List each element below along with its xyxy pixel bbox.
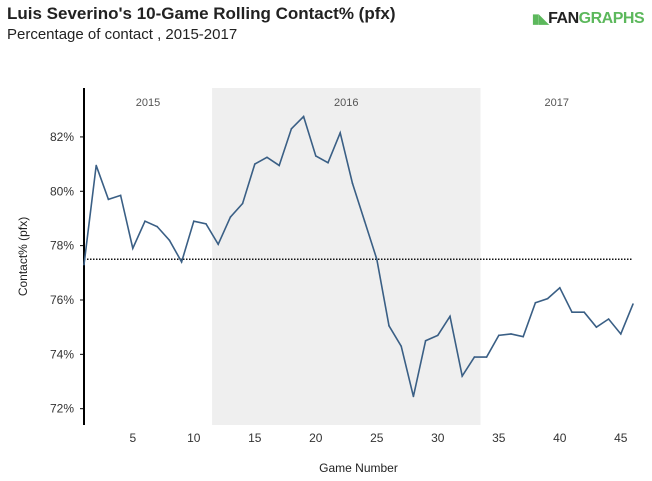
- data-point: [278, 164, 281, 167]
- data-point: [144, 220, 146, 222]
- data-point: [620, 333, 622, 335]
- x-tick-label: 25: [370, 431, 384, 445]
- data-point: [351, 182, 354, 184]
- x-tick-label: 20: [309, 431, 323, 445]
- data-point: [559, 286, 561, 289]
- y-axis-label: Contact% (pfx): [16, 217, 30, 296]
- x-tick-label: 45: [614, 431, 628, 445]
- x-tick-label: 10: [187, 431, 201, 445]
- data-point: [363, 220, 366, 222]
- data-point: [290, 127, 293, 130]
- data-point: [156, 225, 158, 228]
- data-point: [607, 318, 610, 320]
- data-point: [595, 326, 598, 328]
- y-tick-label: 80%: [50, 184, 74, 198]
- data-point: [449, 315, 451, 318]
- data-point: [400, 345, 403, 347]
- data-point: [205, 223, 207, 225]
- season-label: 2017: [545, 97, 569, 109]
- y-tick-label: 74%: [50, 347, 74, 361]
- chart-title: Luis Severino's 10-Game Rolling Contact%…: [7, 4, 396, 23]
- x-axis-label: Game Number: [319, 461, 398, 475]
- x-tick-label: 5: [129, 431, 136, 445]
- data-point: [132, 247, 134, 250]
- data-point: [571, 311, 573, 314]
- data-point: [254, 163, 256, 165]
- data-point: [119, 194, 122, 197]
- x-tick-label: 40: [553, 431, 567, 445]
- y-tick-label: 72%: [50, 402, 74, 416]
- data-point: [241, 202, 244, 205]
- data-point: [546, 297, 549, 300]
- y-tick-label: 82%: [50, 130, 74, 144]
- data-point: [327, 161, 329, 164]
- data-point: [437, 334, 439, 337]
- data-point: [229, 216, 232, 218]
- data-point: [180, 261, 183, 263]
- season-label: 2016: [334, 97, 358, 109]
- data-point: [522, 335, 524, 338]
- data-point: [315, 155, 317, 157]
- data-point: [388, 325, 390, 327]
- y-tick-label: 78%: [50, 239, 74, 253]
- data-point: [461, 375, 464, 377]
- x-tick-label: 15: [248, 431, 262, 445]
- data-line: [83, 115, 634, 397]
- data-point: [632, 303, 634, 305]
- data-point: [217, 243, 219, 246]
- data-point: [266, 156, 268, 159]
- data-point: [510, 333, 512, 335]
- data-point: [534, 301, 537, 304]
- data-point: [376, 258, 378, 261]
- data-point: [498, 334, 500, 337]
- data-point: [424, 339, 427, 342]
- data-point: [485, 356, 488, 358]
- data-point: [583, 311, 585, 314]
- season-label: 2015: [136, 97, 160, 109]
- chart-subtitle: Percentage of contact , 2015-2017: [7, 26, 238, 43]
- data-point: [193, 220, 195, 222]
- data-point: [412, 395, 415, 398]
- data-point: [95, 164, 97, 167]
- data-point: [339, 132, 342, 134]
- fangraphs-logo: ▮◣FANGRAPHS: [532, 10, 645, 27]
- data-point: [107, 198, 110, 201]
- season-band-2016: [212, 88, 481, 425]
- x-tick-label: 30: [431, 431, 445, 445]
- y-tick-label: 76%: [50, 293, 74, 307]
- data-point: [83, 263, 85, 266]
- data-point: [302, 115, 305, 118]
- data-point: [168, 239, 171, 241]
- data-point: [473, 356, 476, 358]
- x-tick-label: 35: [492, 431, 506, 445]
